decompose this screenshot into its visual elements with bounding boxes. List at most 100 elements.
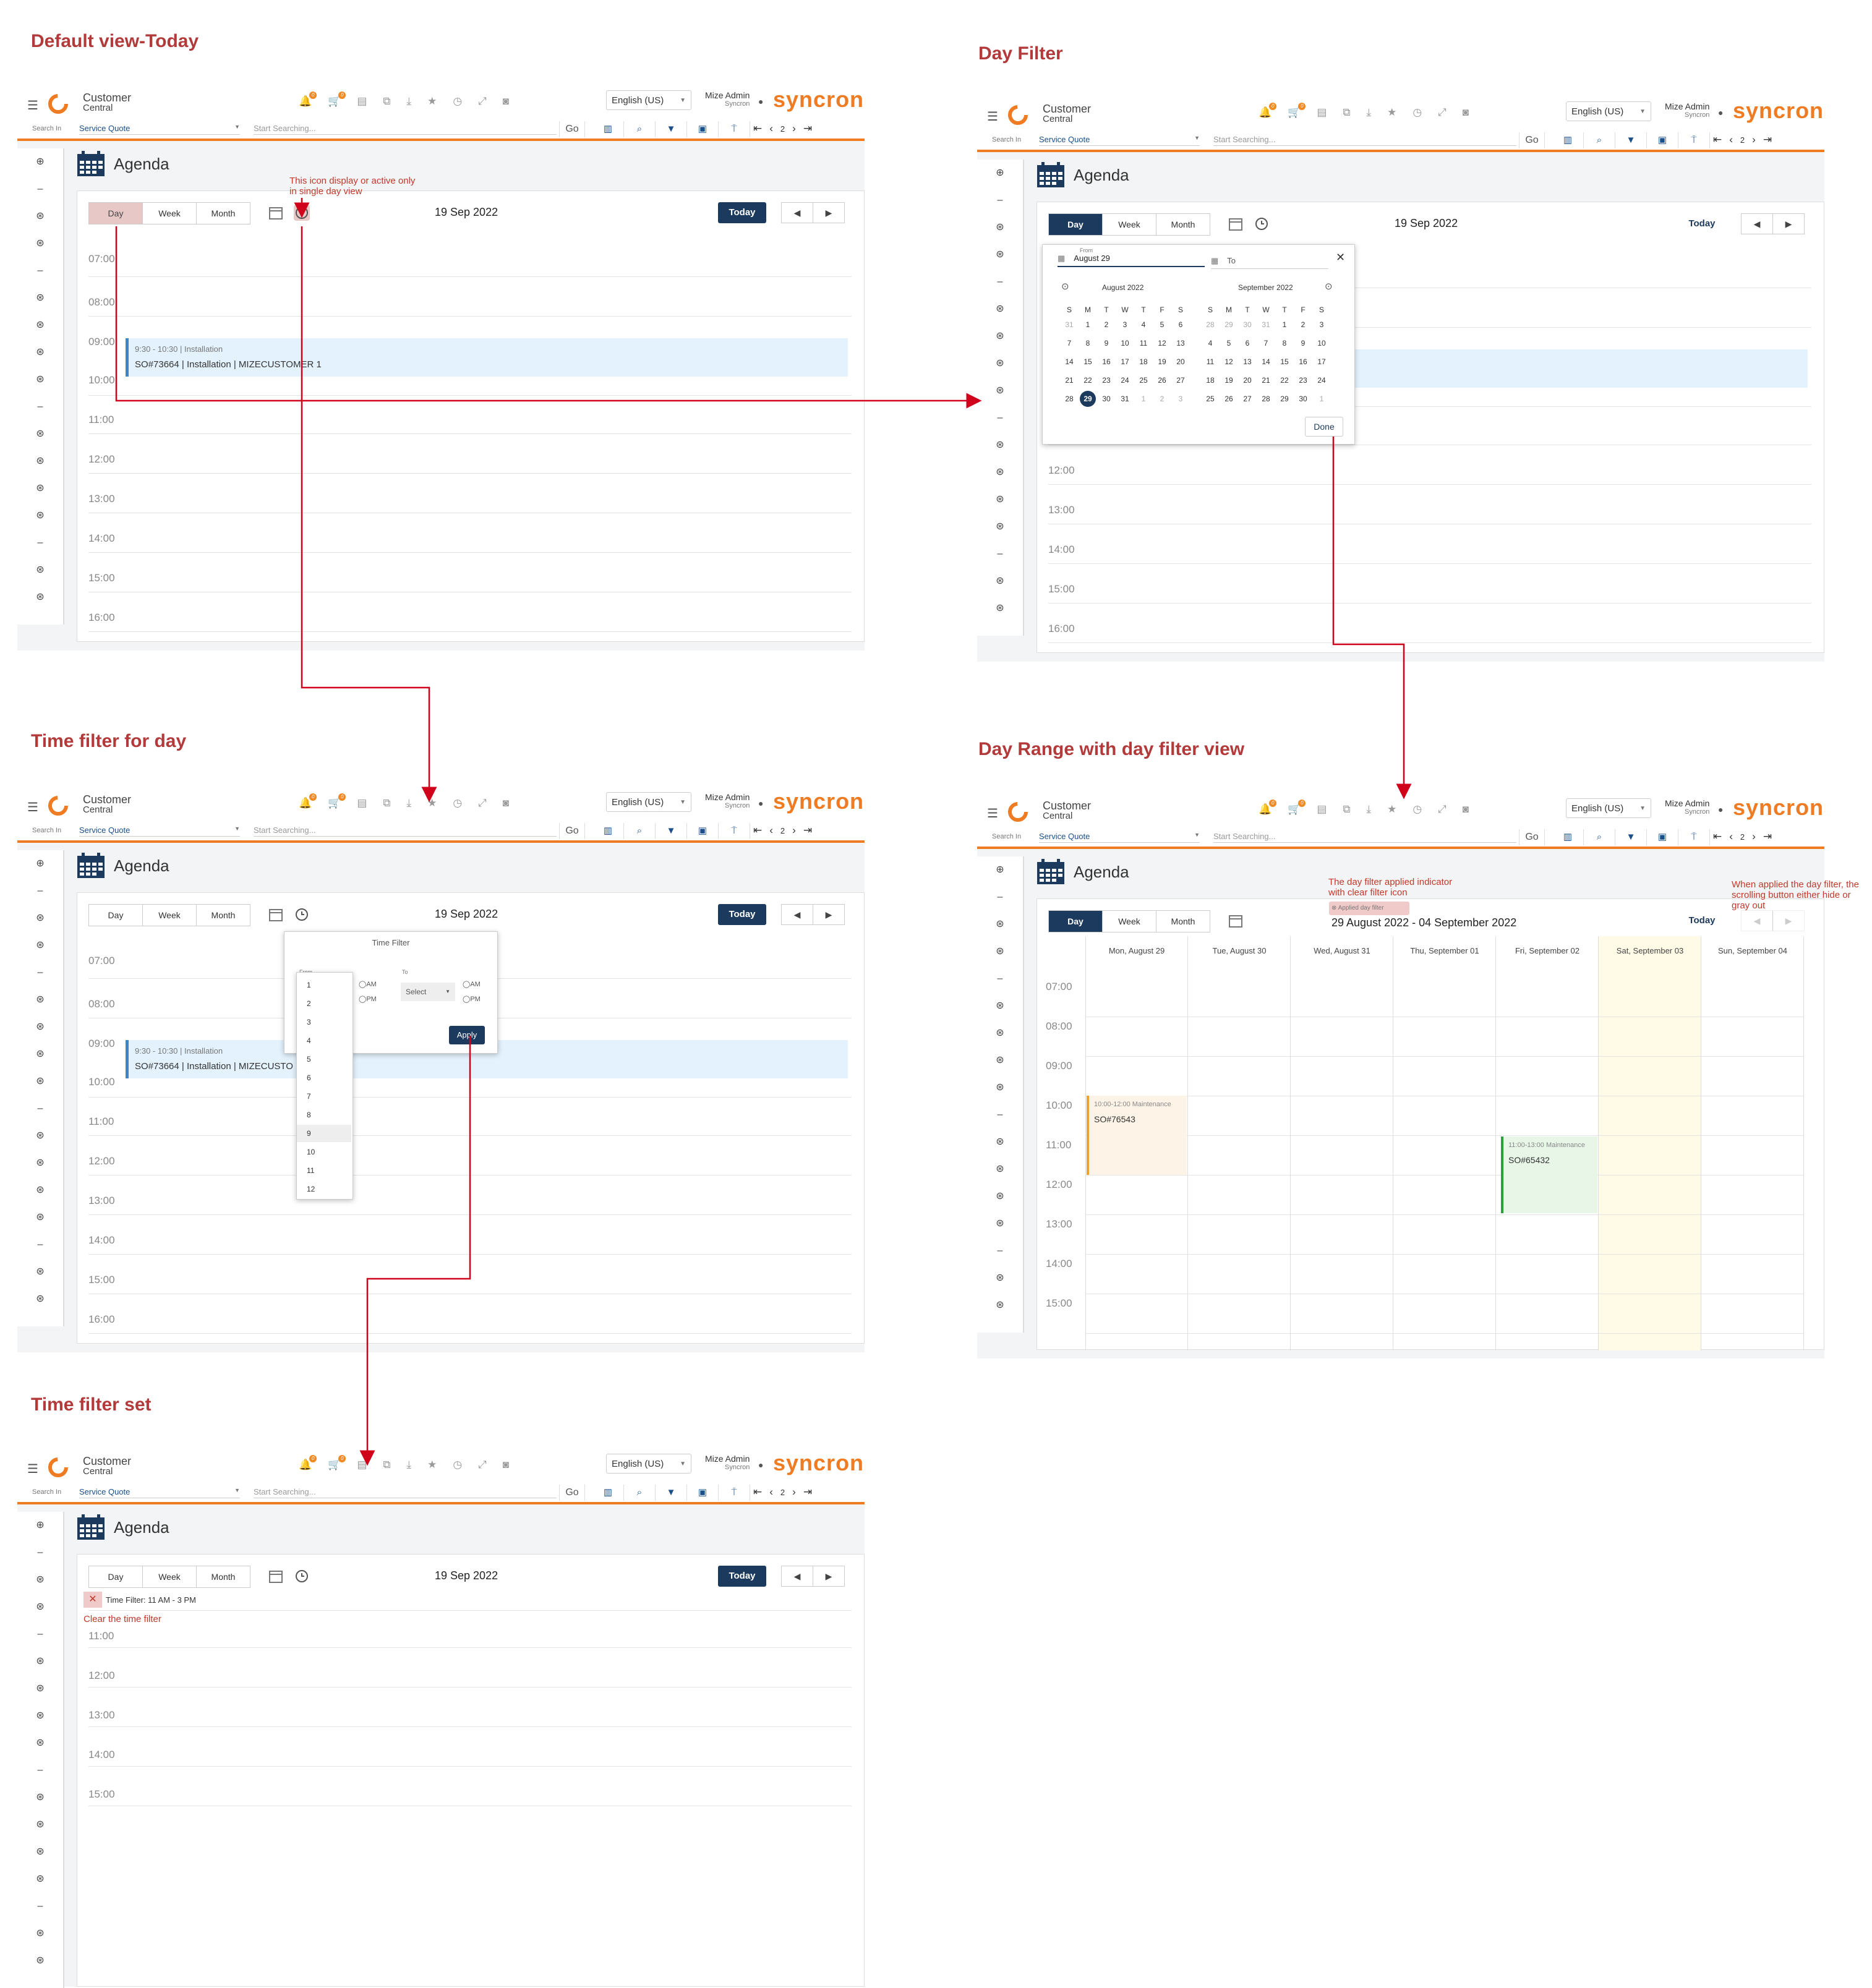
calendar-icon[interactable] [1229, 914, 1242, 928]
first-page-icon[interactable]: ⇤ [1713, 830, 1722, 842]
hour-option[interactable]: 1 [307, 981, 311, 989]
sidebar-item[interactable]: ⊛ [996, 521, 1004, 532]
user-icon[interactable]: ● [758, 96, 764, 106]
to-input[interactable]: ▦ To [1211, 256, 1328, 269]
print-icon[interactable]: ▤ [1317, 803, 1327, 815]
apply-button[interactable]: Apply [449, 1026, 485, 1044]
prev-button[interactable]: ◀ [1742, 214, 1773, 234]
prev-button[interactable]: ◀ [782, 905, 813, 924]
sidebar-item[interactable]: ⊛ [36, 1049, 45, 1059]
next-button[interactable]: ▶ [825, 208, 832, 218]
search-input[interactable]: Start Searching... [254, 1487, 557, 1498]
day-cell[interactable]: 16 [1299, 357, 1307, 366]
sidebar-add-icon[interactable]: ⊕ [36, 858, 45, 869]
calendar-icon[interactable] [269, 1569, 283, 1583]
bell-icon[interactable]: 🔔 0 [299, 92, 317, 108]
star-icon[interactable]: ★ [427, 95, 437, 107]
hour-option[interactable]: 2 [307, 999, 311, 1008]
save-icon[interactable]: ▣ [1647, 829, 1678, 845]
prev-page-icon[interactable]: ‹ [1729, 134, 1733, 145]
barcode-icon[interactable]: ▥ [1552, 829, 1584, 845]
hour-option[interactable]: 6 [307, 1073, 311, 1082]
first-page-icon[interactable]: ⇤ [1713, 134, 1722, 145]
sidebar-add-icon[interactable]: ⊕ [996, 168, 1004, 178]
bell-icon[interactable]: 🔔 0 [1259, 103, 1277, 119]
history-icon[interactable]: ◷ [453, 1459, 463, 1470]
sidebar-item[interactable]: ⊛ [36, 347, 45, 357]
tab-week[interactable]: Week [1103, 911, 1156, 932]
bell-icon[interactable]: 🔔 0 [299, 793, 317, 809]
next-button[interactable]: ▶ [825, 1571, 832, 1581]
next-button[interactable]: ▶ [825, 910, 832, 919]
prev-button[interactable]: ◀ [782, 203, 813, 223]
save-icon[interactable]: ▣ [1647, 132, 1678, 148]
from-input[interactable]: ▦ August 29 [1058, 254, 1205, 267]
last-page-icon[interactable]: ⇥ [1763, 830, 1772, 842]
sidebar-item[interactable]: ⊛ [996, 385, 1004, 396]
search-icon[interactable]: ⌕ [1584, 829, 1615, 845]
day-cell[interactable]: 22 [1083, 376, 1092, 385]
hour-option[interactable]: 5 [307, 1055, 311, 1064]
menu-icon[interactable]: ☰ [987, 807, 998, 821]
day-cell[interactable]: 15 [1083, 357, 1092, 366]
camera-icon[interactable]: ◙ [502, 797, 510, 809]
tab-day[interactable]: Day [1049, 911, 1103, 932]
last-page-icon[interactable]: ⇥ [803, 824, 813, 836]
sidebar-item[interactable]: ⊛ [36, 1656, 45, 1666]
sidebar-item[interactable]: ⊛ [996, 603, 1004, 613]
clear-time-filter-icon[interactable]: ✕ [83, 1592, 102, 1608]
prev-page-icon[interactable]: ‹ [769, 122, 773, 134]
go-button[interactable]: Go [559, 1485, 585, 1501]
day-cell[interactable]: 30 [1102, 395, 1111, 403]
tab-week[interactable]: Week [1103, 214, 1156, 235]
day-cell[interactable]: 6 [1245, 339, 1250, 348]
sidebar-item[interactable]: ⊛ [996, 1164, 1004, 1174]
clear-filter-icon[interactable]: ⊗ [1331, 905, 1338, 911]
day-cell[interactable]: 27 [1176, 376, 1185, 385]
language-select[interactable]: English (US) ▼ [1566, 798, 1651, 818]
filter-icon[interactable]: ▼ [656, 121, 687, 137]
day-cell[interactable]: 17 [1121, 357, 1129, 366]
day-cell[interactable]: 29 [1224, 320, 1233, 329]
sidebar-item[interactable]: ⊛ [36, 483, 45, 493]
last-page-icon[interactable]: ⇥ [803, 1486, 813, 1498]
next-page-icon[interactable]: › [1752, 134, 1756, 145]
export-icon[interactable]: ⧉ [1343, 803, 1351, 815]
day-cell[interactable]: 15 [1280, 357, 1289, 366]
day-cell[interactable]: 3 [1178, 395, 1183, 403]
day-cell[interactable]: 31 [1121, 395, 1129, 403]
download-icon[interactable]: ⤓ [1366, 106, 1372, 118]
tab-month[interactable]: Month [211, 910, 236, 920]
day-cell[interactable]: 1 [1282, 320, 1287, 329]
prev-page-icon[interactable]: ‹ [769, 824, 773, 836]
today-button[interactable]: Today [718, 904, 766, 925]
sidebar-item[interactable]: ⊛ [36, 1602, 45, 1612]
calendar-icon[interactable] [1229, 217, 1242, 231]
day-cell[interactable]: 2 [1160, 395, 1165, 403]
day-cell[interactable]: 24 [1121, 376, 1129, 385]
sidebar-item[interactable]: ⊛ [36, 940, 45, 950]
day-cell[interactable]: 30 [1243, 320, 1252, 329]
day-cell[interactable]: 4 [1208, 339, 1213, 348]
prev-page-icon[interactable]: ‹ [1729, 830, 1733, 842]
tab-week[interactable]: Week [143, 1566, 197, 1587]
sidebar-item[interactable]: ⊛ [36, 211, 45, 221]
tab-week[interactable]: Week [143, 203, 197, 224]
day-cell[interactable]: 8 [1085, 339, 1090, 348]
prev-page-icon[interactable]: ‹ [769, 1486, 773, 1498]
day-cell[interactable]: 28 [1206, 320, 1215, 329]
last-page-icon[interactable]: ⇥ [1763, 134, 1772, 145]
day-cell[interactable]: 11 [1139, 339, 1148, 348]
export-icon[interactable]: ⧉ [383, 797, 391, 809]
search-input[interactable]: Start Searching... [254, 825, 557, 837]
day-cell[interactable]: 21 [1262, 376, 1270, 385]
sidebar-item[interactable]: ⊛ [996, 576, 1004, 586]
day-cell[interactable]: 9 [1301, 339, 1306, 348]
day-cell[interactable]: 31 [1262, 320, 1270, 329]
cart-icon[interactable]: 🛒 0 [328, 1455, 346, 1471]
day-cell[interactable]: 5 [1226, 339, 1231, 348]
day-cell[interactable]: 7 [1263, 339, 1268, 348]
sidebar-item[interactable]: ⊛ [996, 1055, 1004, 1065]
day-cell[interactable]: 1 [1319, 395, 1324, 403]
search-icon[interactable]: ⌕ [1584, 132, 1615, 148]
